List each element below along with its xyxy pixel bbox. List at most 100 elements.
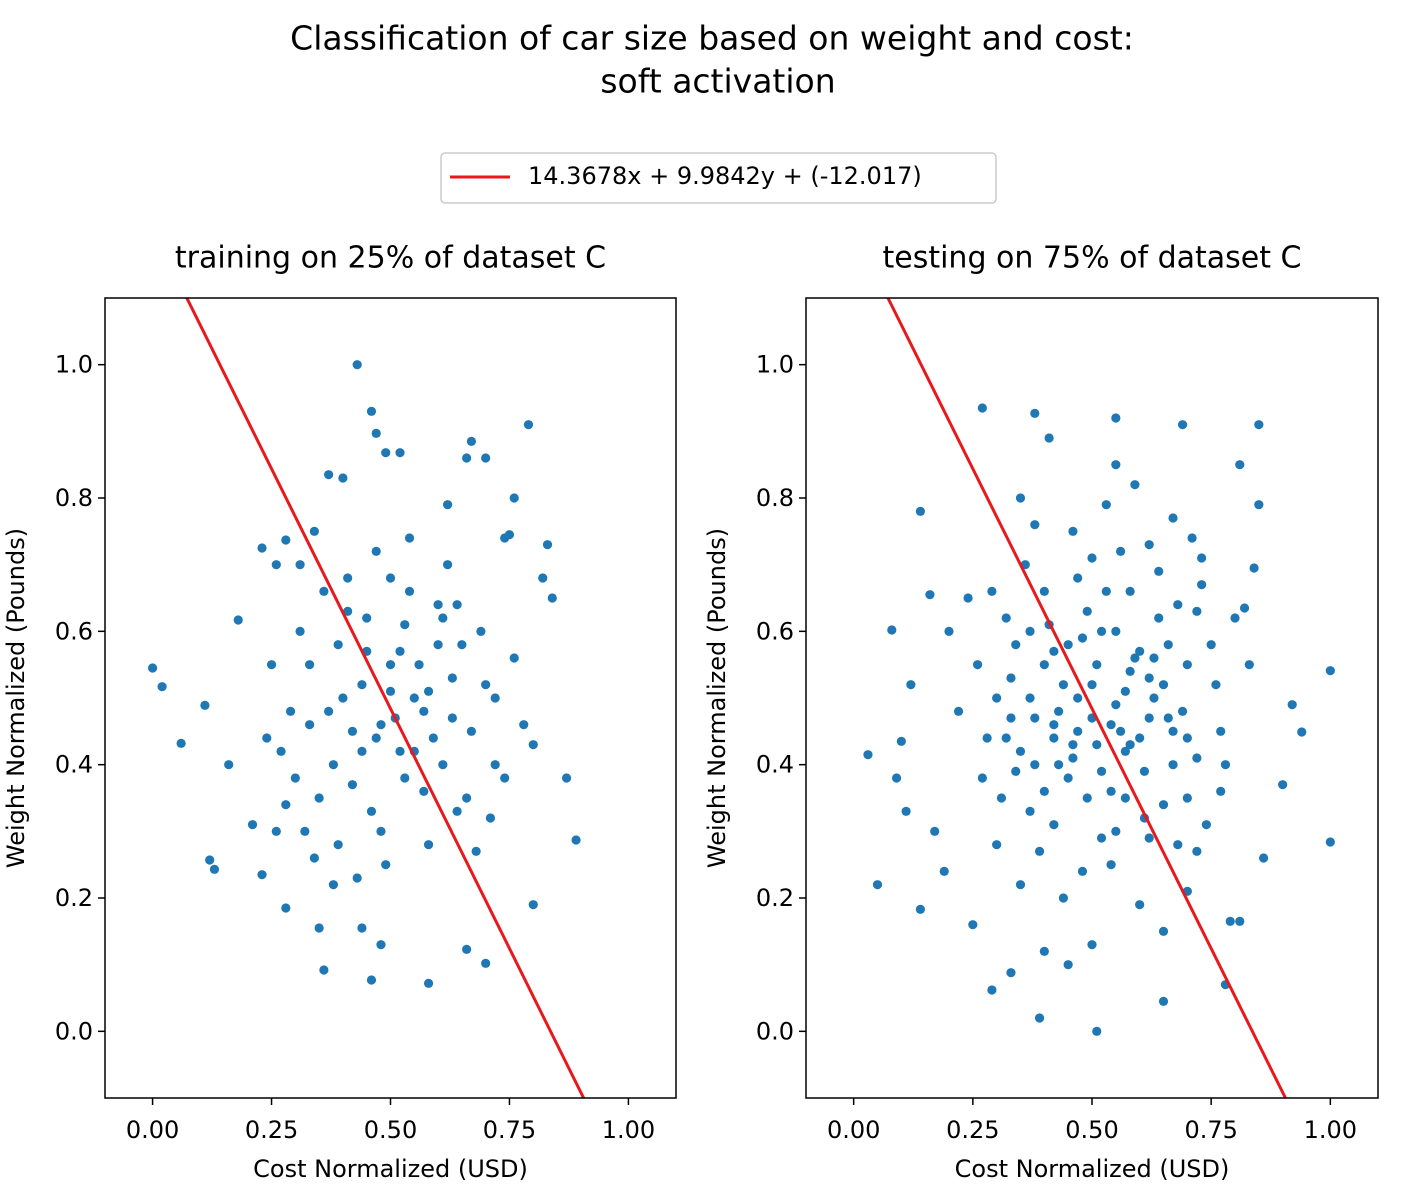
scatter-point [1325,837,1335,847]
y-tick-label: 1.0 [55,351,93,379]
scatter-point [490,760,500,770]
scatter-point [438,613,448,623]
scatter-point [290,773,300,783]
scatter-point [328,760,338,770]
scatter-point [371,428,381,438]
plot-area [863,298,1335,1098]
scatter-point [1163,713,1173,723]
scatter-point [1168,513,1178,523]
scatter-point [319,586,329,596]
y-tick-label: 0.0 [756,1017,794,1045]
scatter-point [1206,640,1216,650]
scatter-point [262,733,272,743]
scatter-point [1144,673,1154,683]
scatter-point [1135,646,1145,656]
scatter-point [1149,653,1159,663]
scatter-point [376,940,386,950]
scatter-point [371,546,381,556]
scatter-point [1216,726,1226,736]
scatter-point [1254,420,1264,430]
scatter-point [347,780,358,790]
scatter-point [385,686,396,696]
scatter-point [1054,760,1064,770]
legend-label: 14.3678x + 9.9842y + (-12.017) [528,162,922,190]
scatter-point [1063,773,1073,783]
x-tick-label: 0.00 [126,1116,179,1144]
scatter-point [452,806,462,816]
figure-title: Classification of car size based on weig… [290,19,1134,58]
scatter-point [395,448,405,458]
scatter-point [305,720,315,730]
scatter-point [423,978,434,988]
scatter-point [1182,793,1192,803]
scatter-point [305,660,315,670]
scatter-point [1297,727,1307,737]
scatter-point [1049,720,1059,730]
scatter-point [1235,460,1245,470]
scatter-point [977,773,987,783]
scatter-point [200,700,210,710]
scatter-point [395,646,405,656]
scatter-point [409,693,419,703]
scatter-point [1287,700,1297,710]
scatter-point [395,746,405,756]
scatter-point [1111,826,1121,836]
scatter-point [992,840,1002,850]
plot-area [147,298,586,1098]
scatter-point [324,706,334,716]
scatter-point [1039,786,1049,796]
scatter-point [381,448,391,458]
scatter-point [209,864,220,874]
scatter-point [457,640,467,650]
scatter-point [414,660,424,670]
scatter-point [891,773,902,783]
scatter-point [1049,646,1059,656]
scatter-point [1144,713,1154,723]
scatter-point [944,626,954,636]
scatter-point [281,800,291,810]
scatter-point [1092,1026,1102,1036]
scatter-point [1177,706,1188,716]
scatter-point [357,746,367,756]
y-tick-label: 0.8 [55,484,93,512]
scatter-point [423,686,434,696]
scatter-point [347,726,358,736]
scatter-point [1235,916,1245,926]
axes-frame [104,297,677,1099]
scatter-point [447,713,457,723]
scatter-point [1192,606,1202,616]
scatter-point [901,806,911,816]
scatter-point [328,880,338,890]
scatter-point [538,573,548,583]
y-axis-label: Weight Normalized (Pounds) [2,528,30,868]
scatter-point [400,620,410,630]
scatter-point [1158,996,1169,1006]
scatter-point [1173,840,1183,850]
scatter-point [977,403,987,413]
scatter-point [1030,520,1040,530]
scatter-point [343,573,353,583]
scatter-point [872,880,883,890]
scatter-point [509,493,519,503]
x-tick-label: 1.00 [602,1116,655,1144]
scatter-point [357,680,367,690]
scatter-point [343,606,353,616]
scatter-point [433,640,443,650]
scatter-point [485,813,496,823]
scatter-point [1173,600,1183,610]
scatter-point [400,773,410,783]
scatter-point [523,420,534,430]
scatter-point [1158,800,1169,810]
y-tick-label: 0.8 [756,484,794,512]
scatter-point [314,793,324,803]
scatter-point [1092,740,1102,750]
scatter-point [1220,760,1231,770]
scatter-point [1077,633,1088,643]
scatter-point [915,904,926,914]
scatter-point [1130,480,1140,490]
scatter-point [466,726,476,736]
scatter-point [443,500,453,510]
x-tick-label: 1.00 [1304,1116,1357,1144]
scatter-point [973,660,983,670]
